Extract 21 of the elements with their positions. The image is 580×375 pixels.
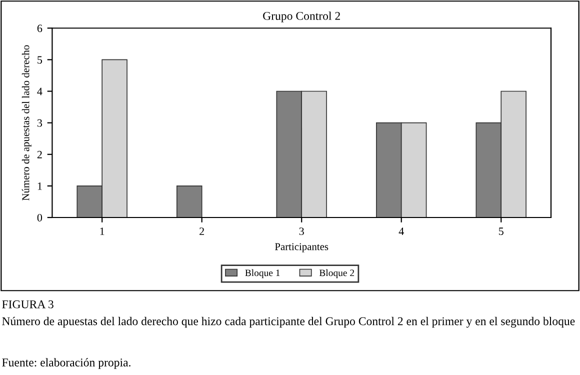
x-tick-label: 5 [498, 228, 504, 236]
y-tick-label: 2 [37, 150, 42, 158]
chart-title: Grupo Control 2 [263, 12, 340, 22]
x-axis-title: Participantes [275, 243, 328, 252]
x-tick-label: 2 [200, 228, 204, 235]
x-tick-label: 3 [299, 228, 304, 236]
legend-label: Bloque 1 [245, 269, 280, 278]
y-tick-label: 6 [37, 24, 42, 32]
source-note: Fuente: elaboración propia. [2, 358, 130, 369]
bar [176, 186, 202, 218]
y-tick-label: 1 [38, 182, 42, 190]
legend-label: Bloque 2 [319, 269, 354, 278]
y-tick-label: 3 [37, 119, 42, 127]
text: FIGURA 3 [2, 300, 54, 308]
y-tick-label: 4 [37, 88, 42, 96]
x-tick-label: 1 [100, 228, 104, 235]
x-tick-label: 4 [398, 228, 404, 235]
text: Número de apuestas del lado derecho que hizo cada participante del Grupo Control 2 en el primer y en el segundo bloque [2, 316, 575, 328]
y-tick-label: 5 [38, 56, 42, 64]
y-axis-title: Número de apuestas del lado derecho [22, 45, 32, 200]
y-tick-label: 0 [37, 214, 42, 222]
